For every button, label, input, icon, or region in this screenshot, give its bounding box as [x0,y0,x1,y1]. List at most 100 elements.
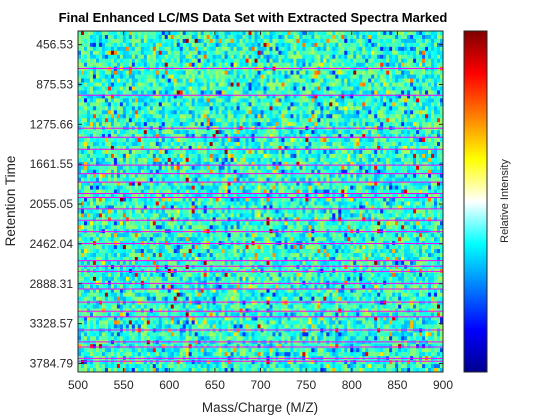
heatmap-cell [194,142,199,147]
heatmap-cell [113,130,118,135]
heatmap-cell [101,110,106,115]
heatmap-cell [248,122,252,127]
heatmap-cell [356,130,360,135]
heatmap-cell [152,142,157,147]
heatmap-cell [392,173,396,179]
heatmap-cell [260,58,264,64]
heatmap-cell [341,181,345,187]
heatmap-cell [305,38,309,44]
heatmap-cell [227,153,231,159]
heatmap-cell [317,145,321,151]
heatmap-cell [221,78,225,83]
heatmap-cell [314,31,318,36]
heatmap-cell [350,54,354,60]
heatmap-cell [242,145,246,151]
heatmap-cell [149,145,154,151]
heatmap-cell [125,82,130,87]
heatmap-cell [107,78,112,83]
heatmap-cell [413,110,417,115]
heatmap-cell [329,34,333,40]
heatmap-cell [386,130,390,135]
heatmap-cell [356,134,360,139]
heatmap-cell [344,177,348,183]
heatmap-cell [119,90,124,95]
heatmap-cell [101,142,106,147]
heatmap-cell [437,38,441,44]
heatmap-cell [413,114,417,119]
heatmap-cell [176,122,181,127]
heatmap-cell [155,177,160,183]
heatmap-cell [113,181,118,187]
heatmap-cell [350,134,354,139]
heatmap-cell [410,110,414,115]
heatmap-cell [188,134,193,139]
heatmap-cell [221,34,225,40]
heatmap-cell [191,189,196,194]
heatmap-cell [422,58,426,64]
heatmap-cell [437,90,441,95]
heatmap-cell [275,94,279,99]
heatmap-cell [431,70,435,76]
heatmap-cell [242,106,246,111]
heatmap-cell [155,110,160,115]
heatmap-cell [254,102,258,107]
heatmap-cell [158,165,163,171]
heatmap-cell [143,181,148,187]
heatmap-cell [356,173,360,179]
heatmap-cell [146,31,151,36]
heatmap-cell [227,102,231,107]
heatmap-cell [377,50,381,56]
heatmap-cell [248,82,252,87]
heatmap-cell [221,177,225,183]
heatmap-cell [389,130,393,135]
heatmap-cell [431,46,435,52]
heatmap-cell [155,138,160,143]
heatmap-cell [260,98,264,103]
heatmap-cell [239,114,243,119]
heatmap-cell [416,122,420,127]
heatmap-cell [119,70,124,76]
heatmap-cell [293,46,297,52]
heatmap-cell [311,54,315,60]
heatmap-cell [410,62,414,68]
heatmap-cell [290,145,294,151]
heatmap-cell [374,138,378,143]
heatmap-cell [158,161,163,167]
heatmap-cell [110,149,115,155]
heatmap-cell [179,94,184,99]
heatmap-cell [329,157,333,163]
heatmap-cell [224,31,228,36]
heatmap-cell [419,94,423,99]
heatmap-cell [167,46,172,52]
heatmap-cell [233,106,237,111]
heatmap-cell [281,102,285,107]
heatmap-cell [401,145,405,151]
heatmap-cell [440,94,443,99]
heatmap-cell [179,114,184,119]
heatmap-cell [98,38,103,44]
heatmap-cell [371,189,375,194]
heatmap-cell [377,34,381,40]
heatmap-cell [254,90,258,95]
heatmap-cell [341,189,345,194]
heatmap-cell [119,169,124,175]
heatmap-cell [359,34,363,40]
heatmap-cell [107,157,112,163]
heatmap-cell [194,110,199,115]
heatmap-cell [272,161,276,167]
heatmap-cell [437,177,441,183]
heatmap-cell [401,130,405,135]
heatmap-cell [191,169,196,175]
heatmap-cell [131,78,136,83]
heatmap-cell [197,70,202,76]
heatmap-cell [425,94,429,99]
heatmap-cell [356,31,360,36]
heatmap-cell [395,106,399,111]
heatmap-cell [206,86,211,91]
heatmap-cell [176,82,181,87]
heatmap-cell [113,185,118,191]
heatmap-cell [140,181,145,187]
heatmap-cell [386,161,390,167]
heatmap-cell [113,38,118,44]
heatmap-cell [380,130,384,135]
